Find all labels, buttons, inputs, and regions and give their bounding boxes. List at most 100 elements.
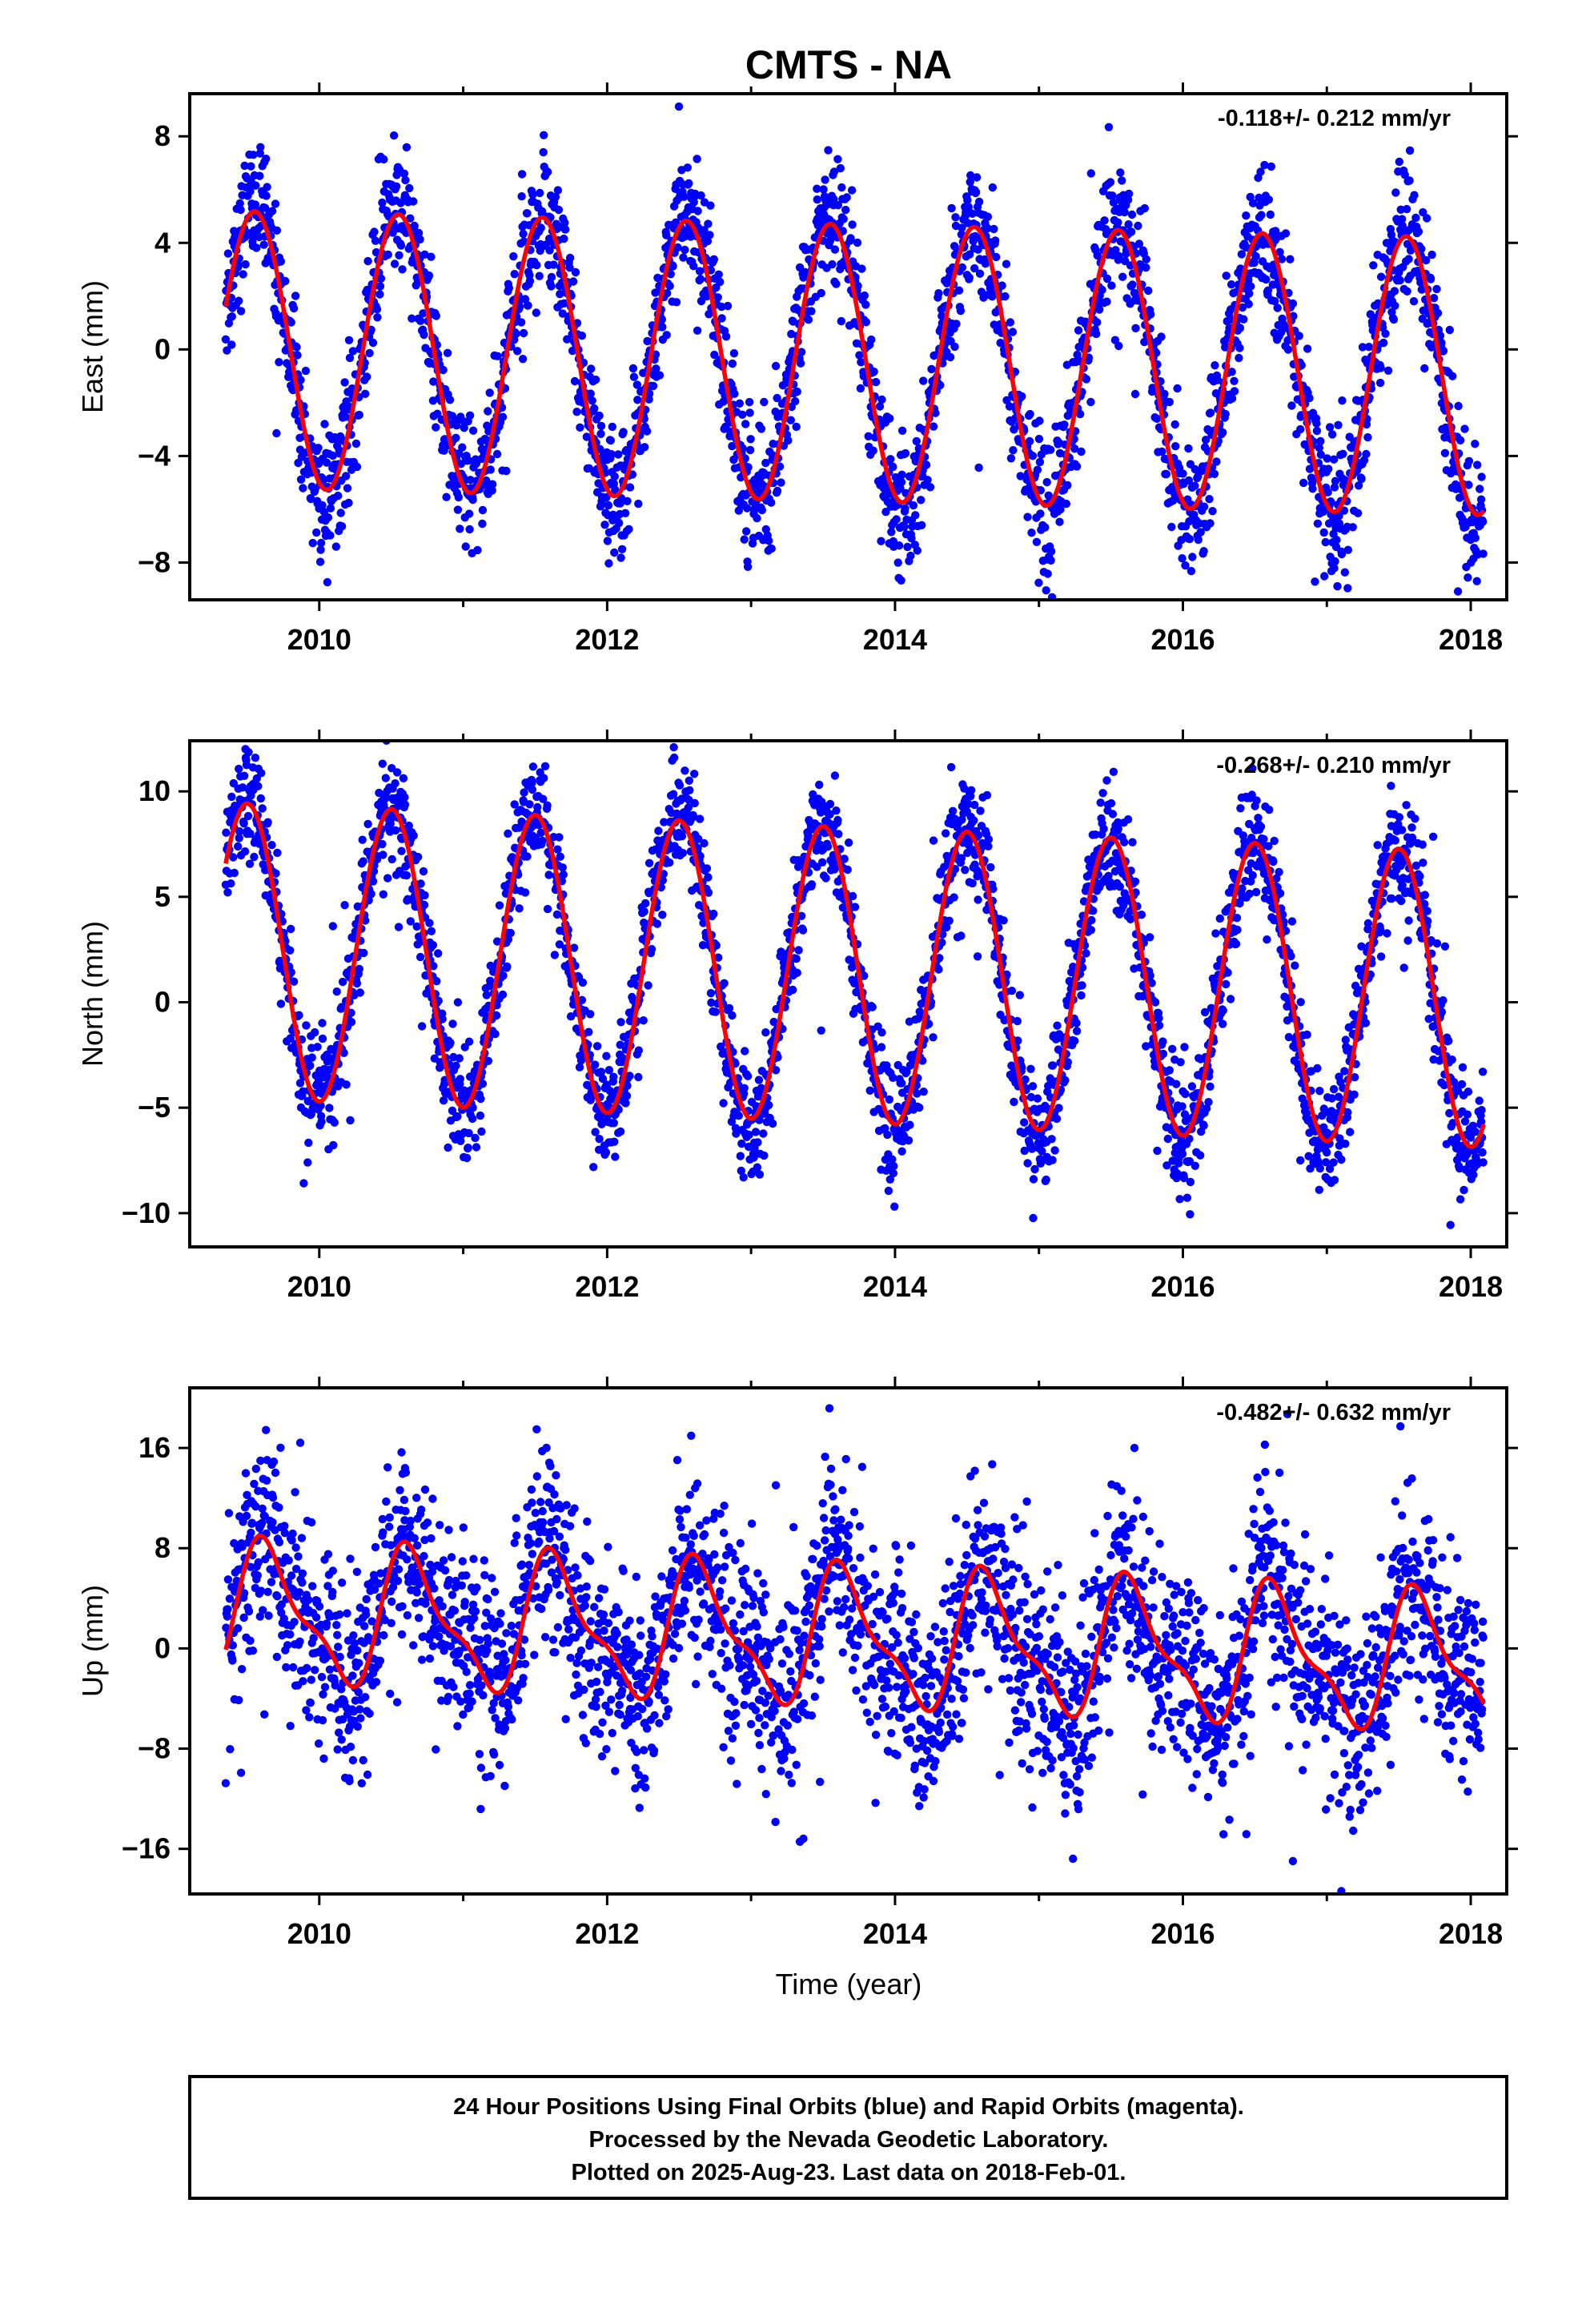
north-point (578, 978, 588, 987)
north-point (1048, 1156, 1057, 1164)
east-point (966, 171, 975, 180)
east-point (1002, 259, 1011, 268)
north-point (550, 951, 560, 959)
north-point (706, 989, 716, 998)
north-point (885, 1175, 895, 1184)
east-point (604, 559, 613, 568)
east-point (263, 183, 271, 191)
east-point (1075, 409, 1085, 419)
east-point (465, 411, 475, 420)
east-point (1118, 272, 1127, 281)
east-point (1114, 251, 1124, 261)
east-point (1267, 162, 1276, 171)
east-point (1191, 464, 1200, 474)
north-point (394, 923, 404, 931)
north-point (622, 1092, 632, 1100)
north-point (538, 836, 547, 846)
north-point (420, 900, 429, 910)
east-point (717, 302, 726, 312)
east-point (461, 542, 470, 551)
east-point (255, 171, 264, 180)
east-point (1086, 169, 1096, 178)
east-point (837, 316, 846, 326)
east-point (596, 421, 606, 431)
east-point (1167, 522, 1176, 532)
north-point (238, 783, 247, 792)
east-point (1427, 250, 1436, 259)
north-point (492, 1011, 501, 1020)
east-point (991, 236, 1000, 245)
east-point (375, 290, 384, 299)
east-point (617, 545, 627, 553)
east-point (1077, 447, 1086, 456)
north-point (970, 800, 979, 810)
north-point (693, 834, 703, 843)
north-point (595, 1135, 604, 1144)
east-point (1271, 296, 1279, 306)
east-point (289, 304, 299, 313)
north-point (960, 784, 969, 793)
east-point (1127, 210, 1137, 219)
north-point (755, 1116, 764, 1124)
east-point (787, 329, 796, 339)
east-point (1227, 368, 1236, 376)
east-point (367, 325, 375, 334)
east-point (856, 384, 865, 393)
east-point (793, 387, 801, 396)
east-point (227, 312, 236, 321)
north-point (942, 829, 950, 838)
east-point (478, 519, 487, 529)
east-point (271, 199, 280, 208)
north-point (754, 1076, 764, 1084)
north-point (634, 1046, 643, 1055)
east-point (681, 245, 689, 255)
east-point (524, 301, 532, 310)
east-point (535, 271, 544, 280)
north-point (950, 865, 960, 874)
east-point (797, 348, 806, 356)
east-point (700, 226, 709, 235)
north-point (698, 941, 708, 950)
east-point (1287, 401, 1296, 410)
north-point (577, 995, 587, 1005)
east-point (634, 499, 643, 509)
north-point (1007, 987, 1017, 995)
east-point (825, 236, 835, 245)
north-point (625, 1072, 634, 1080)
east-point (648, 381, 658, 391)
east-point (1056, 505, 1065, 514)
east-point (1477, 472, 1486, 481)
north-point (950, 893, 958, 902)
north-point (359, 857, 367, 866)
east-point (1114, 218, 1122, 227)
east-point (543, 167, 552, 176)
east-point (572, 408, 581, 416)
east-point (361, 389, 370, 398)
north-point (946, 762, 956, 772)
north-point (402, 870, 412, 880)
north-point (223, 888, 232, 897)
east-point (1082, 375, 1091, 384)
north-point (453, 1112, 462, 1121)
east-point (950, 342, 959, 352)
east-point (1478, 517, 1488, 526)
east-point (1339, 449, 1347, 458)
east-point (400, 169, 409, 178)
north-point (885, 1095, 894, 1104)
east-point (432, 312, 440, 320)
north-point (711, 1007, 720, 1016)
east-point (1410, 191, 1419, 199)
east-point (1222, 271, 1231, 280)
north-point (359, 948, 368, 958)
east-point (673, 243, 682, 252)
north-point (478, 1080, 488, 1088)
east-point (345, 353, 355, 363)
east-point (493, 352, 502, 360)
north-point (888, 1155, 897, 1164)
east-point (1242, 211, 1251, 220)
east-point (1471, 440, 1480, 448)
north-point (1028, 1082, 1038, 1091)
east-point (705, 231, 714, 239)
east-point (1230, 387, 1239, 396)
east-point (1093, 318, 1102, 327)
